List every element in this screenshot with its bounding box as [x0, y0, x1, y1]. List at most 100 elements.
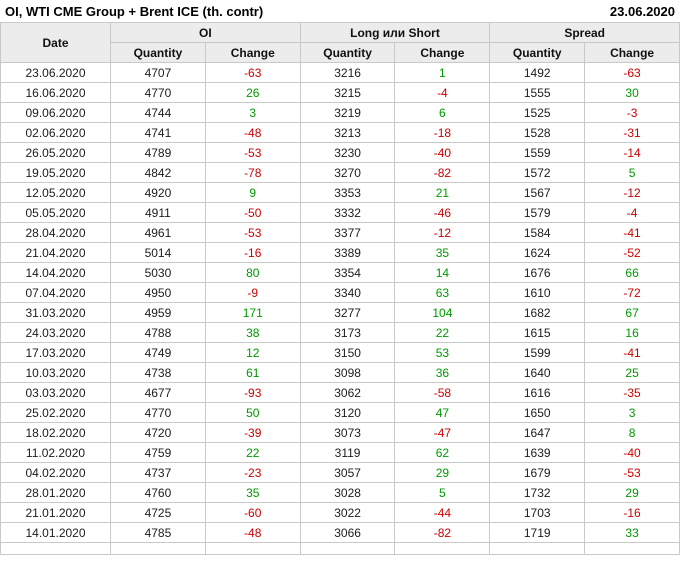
spread-change-cell: 66 [584, 262, 680, 283]
table-row: 12.05.2020 4920 9 3353 21 1567 -12 [0, 182, 680, 203]
long-short-quantity-cell: 3028 [299, 482, 396, 503]
date-cell: 18.02.2020 [0, 422, 111, 443]
long-short-change-cell: -12 [394, 222, 491, 243]
long-short-change-cell: 62 [394, 442, 491, 463]
oi-change-cell: 12 [204, 342, 301, 363]
oi-quantity-cell: 4770 [110, 402, 206, 423]
spread-quantity-cell: 1647 [489, 422, 586, 443]
column-header-oi-quantity: Quantity [110, 42, 206, 63]
empty-cell [584, 542, 680, 555]
long-short-quantity-cell: 3340 [299, 282, 396, 303]
table-row: 25.02.2020 4770 50 3120 47 1650 3 [0, 402, 680, 423]
long-short-quantity-cell: 3215 [299, 82, 396, 103]
date-cell: 04.02.2020 [0, 462, 111, 483]
long-short-change-cell: 47 [394, 402, 491, 423]
date-cell: 14.01.2020 [0, 522, 111, 543]
oi-change-cell: 50 [204, 402, 301, 423]
oi-quantity-cell: 4961 [110, 222, 206, 243]
spread-change-cell: 3 [584, 402, 680, 423]
table-row: 28.04.2020 4961 -53 3377 -12 1584 -41 [0, 222, 680, 243]
oi-quantity-cell: 4770 [110, 82, 206, 103]
column-group-oi: OI [110, 22, 301, 43]
oi-quantity-cell: 4720 [110, 422, 206, 443]
spread-quantity-cell: 1525 [489, 102, 586, 123]
oi-quantity-cell: 4707 [110, 62, 206, 83]
spread-quantity-cell: 1624 [489, 242, 586, 263]
oi-change-cell: 80 [204, 262, 301, 283]
table-header: Date OI Long или Short Spread Quantity C… [0, 22, 680, 63]
oi-quantity-cell: 4749 [110, 342, 206, 363]
column-group-long-short: Long или Short [299, 22, 491, 43]
oi-change-cell: -60 [204, 502, 301, 523]
oi-quantity-cell: 4920 [110, 182, 206, 203]
long-short-quantity-cell: 3377 [299, 222, 396, 243]
long-short-change-cell: -40 [394, 142, 491, 163]
cot-table: Date OI Long или Short Spread Quantity C… [0, 22, 680, 555]
empty-cell [204, 542, 301, 555]
long-short-quantity-cell: 3216 [299, 62, 396, 83]
long-short-quantity-cell: 3073 [299, 422, 396, 443]
table-row: 05.05.2020 4911 -50 3332 -46 1579 -4 [0, 202, 680, 223]
oi-quantity-cell: 4759 [110, 442, 206, 463]
oi-change-cell: 35 [204, 482, 301, 503]
spread-quantity-cell: 1640 [489, 362, 586, 383]
oi-change-cell: -50 [204, 202, 301, 223]
table-row: 09.06.2020 4744 3 3219 6 1525 -3 [0, 102, 680, 123]
spread-change-cell: -52 [584, 242, 680, 263]
oi-change-cell: 22 [204, 442, 301, 463]
date-cell: 10.03.2020 [0, 362, 111, 383]
oi-quantity-cell: 4677 [110, 382, 206, 403]
long-short-quantity-cell: 3213 [299, 122, 396, 143]
oi-quantity-cell: 4737 [110, 462, 206, 483]
long-short-change-cell: 21 [394, 182, 491, 203]
spread-change-cell: 33 [584, 522, 680, 543]
spread-change-cell: 30 [584, 82, 680, 103]
column-header-date: Date [0, 22, 111, 63]
long-short-change-cell: -46 [394, 202, 491, 223]
table-row: 14.04.2020 5030 80 3354 14 1676 66 [0, 262, 680, 283]
long-short-quantity-cell: 3353 [299, 182, 396, 203]
oi-change-cell: -39 [204, 422, 301, 443]
table-row: 10.03.2020 4738 61 3098 36 1640 25 [0, 362, 680, 383]
column-header-spread-change: Change [584, 42, 680, 63]
date-cell: 02.06.2020 [0, 122, 111, 143]
oi-quantity-cell: 4785 [110, 522, 206, 543]
spread-quantity-cell: 1567 [489, 182, 586, 203]
oi-change-cell: 26 [204, 82, 301, 103]
long-short-quantity-cell: 3332 [299, 202, 396, 223]
table-row: 21.01.2020 4725 -60 3022 -44 1703 -16 [0, 502, 680, 523]
spread-quantity-cell: 1679 [489, 462, 586, 483]
long-short-change-cell: 35 [394, 242, 491, 263]
date-cell: 05.05.2020 [0, 202, 111, 223]
spread-change-cell: 29 [584, 482, 680, 503]
spread-change-cell: 16 [584, 322, 680, 343]
oi-change-cell: -53 [204, 222, 301, 243]
spread-quantity-cell: 1719 [489, 522, 586, 543]
spread-quantity-cell: 1579 [489, 202, 586, 223]
oi-change-cell: -78 [204, 162, 301, 183]
spread-change-cell: -72 [584, 282, 680, 303]
spread-change-cell: -16 [584, 502, 680, 523]
column-header-oi-change: Change [204, 42, 301, 63]
empty-cell [394, 542, 491, 555]
date-cell: 23.06.2020 [0, 62, 111, 83]
long-short-change-cell: 1 [394, 62, 491, 83]
oi-change-cell: 9 [204, 182, 301, 203]
table-row: 07.04.2020 4950 -9 3340 63 1610 -72 [0, 282, 680, 303]
table-row: 23.06.2020 4707 -63 3216 1 1492 -63 [0, 62, 680, 83]
spread-quantity-cell: 1572 [489, 162, 586, 183]
spread-quantity-cell: 1703 [489, 502, 586, 523]
table-row: 26.05.2020 4789 -53 3230 -40 1559 -14 [0, 142, 680, 163]
oi-change-cell: -93 [204, 382, 301, 403]
long-short-quantity-cell: 3066 [299, 522, 396, 543]
empty-cell [489, 542, 586, 555]
long-short-quantity-cell: 3062 [299, 382, 396, 403]
long-short-quantity-cell: 3173 [299, 322, 396, 343]
oi-change-cell: -48 [204, 522, 301, 543]
empty-cell [0, 542, 111, 555]
date-cell: 19.05.2020 [0, 162, 111, 183]
oi-quantity-cell: 4950 [110, 282, 206, 303]
date-cell: 31.03.2020 [0, 302, 111, 323]
spread-change-cell: -3 [584, 102, 680, 123]
spread-change-cell: -35 [584, 382, 680, 403]
